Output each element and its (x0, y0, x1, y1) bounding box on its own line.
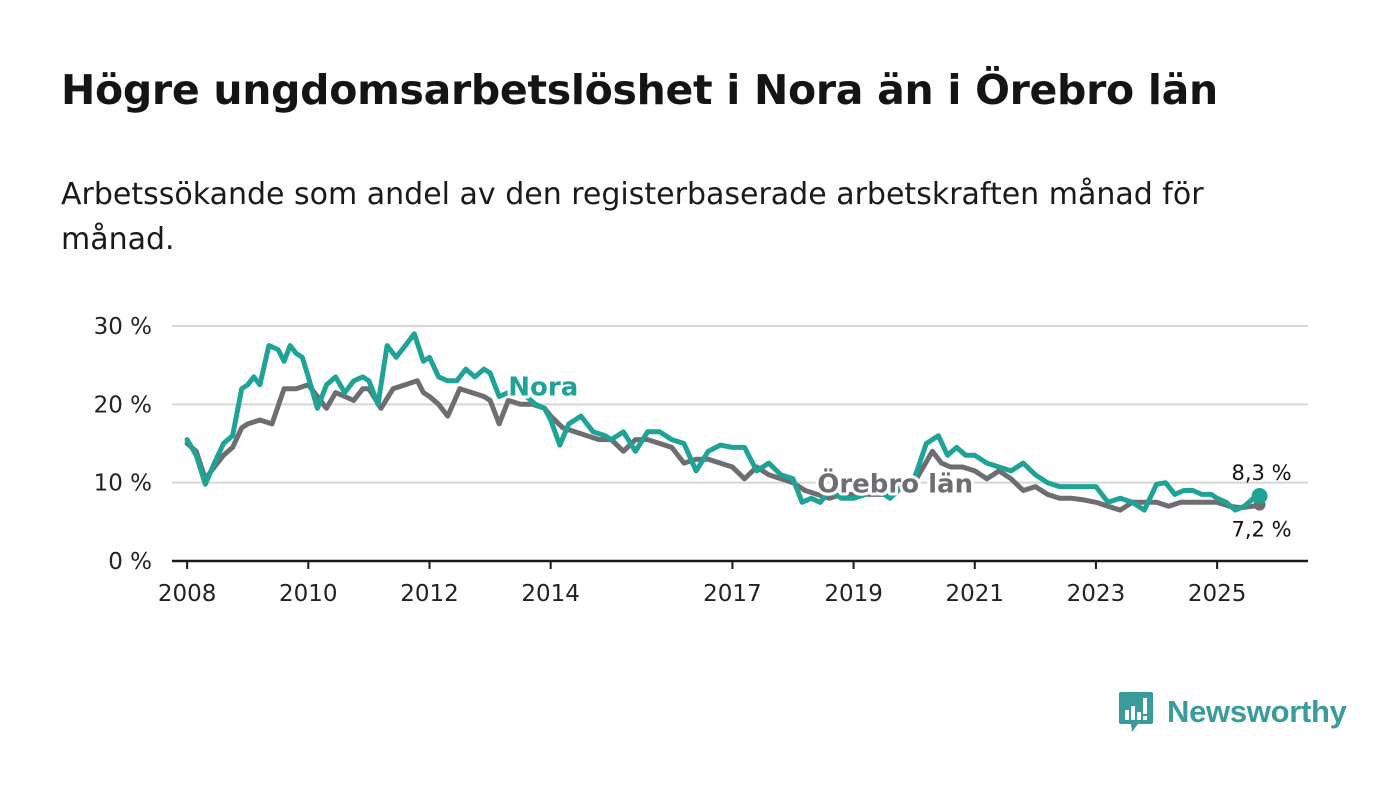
x-tick-label: 2010 (279, 581, 338, 607)
x-tick-label: 2008 (158, 581, 217, 607)
chart-title: Högre ungdomsarbetslöshet i Nora än i Ör… (61, 66, 1218, 114)
series-label-orebro-lan-halo: Örebro län (817, 467, 973, 500)
end-label-orebro-lan: 7,2 % (1232, 518, 1292, 542)
series-layer (184, 331, 1268, 513)
newsworthy-logo[interactable]: Newsworthy (1118, 690, 1347, 734)
x-tick-label: 2012 (400, 581, 459, 607)
y-tick-label: 30 % (94, 314, 152, 340)
x-tick-label: 2017 (703, 581, 762, 607)
x-tick-label: 2019 (824, 581, 883, 607)
series-endpoint-nora (1251, 487, 1268, 504)
newsworthy-logo-icon (1119, 692, 1153, 732)
y-tick-label: 20 % (94, 392, 152, 418)
series-label-nora: Nora (508, 372, 578, 402)
x-tick-label: 2021 (945, 581, 1004, 607)
series-line-nora (184, 331, 1262, 513)
x-tick-label: 2025 (1188, 581, 1247, 607)
chart-subtitle: Arbetssökande som andel av den registerb… (61, 177, 1204, 257)
newsworthy-wordmark: Newsworthy (1167, 694, 1347, 729)
x-tick-label: 2014 (521, 581, 580, 607)
y-tick-label: 10 % (94, 471, 152, 497)
grid-layer (172, 325, 1308, 484)
x-tick-label: 2023 (1067, 581, 1126, 607)
series-label-nora-halo: Nora (508, 372, 578, 402)
end-label-nora: 8,3 % (1232, 461, 1292, 485)
axis-layer: 0 % 10 % 20 % 30 % 2008 2010 2012 2014 2017 2019 2… (94, 314, 1308, 607)
series-label-orebro-lan: Örebro län (817, 467, 973, 500)
y-tick-label: 0 % (108, 549, 152, 575)
